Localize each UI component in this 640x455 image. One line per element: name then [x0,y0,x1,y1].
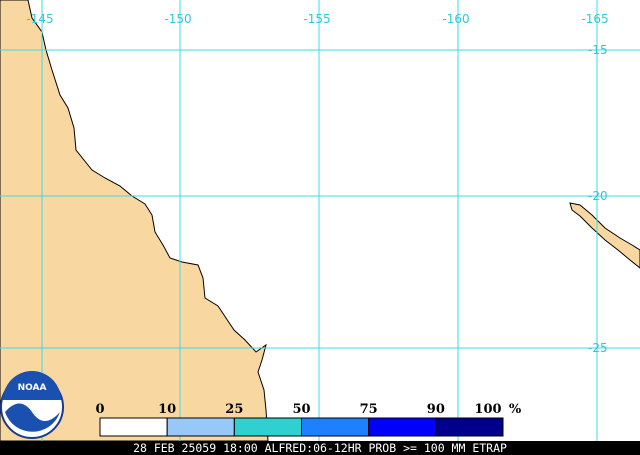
legend-swatch [99,417,168,437]
legend-label: 75 [360,402,378,417]
legend-label: 50 [292,402,310,417]
lat-label: -25 [588,341,608,355]
legend: 0 10 25 50 75 90 100 [95,402,504,437]
legend-label: 25 [225,402,243,417]
legend-swatch [301,417,370,437]
lat-label: -15 [588,43,608,57]
legend-swatch [233,417,302,437]
lon-label: -150 [164,12,191,26]
logo-text: NOAA [18,383,47,393]
lon-label: -160 [442,12,469,26]
legend-label: 0 [95,402,104,417]
legend-unit: % [509,402,522,417]
legend-swatch [435,417,504,437]
caption-bar [0,441,640,455]
lon-label: -155 [303,12,330,26]
graticule [0,0,640,441]
legend-swatch [368,417,437,437]
logo: NOAA [0,371,64,439]
land [0,0,269,442]
legend-label: 10 [158,402,176,417]
island [569,202,640,269]
lat-label: -20 [588,189,608,203]
legend-label: 100 [474,402,501,417]
legend-swatch [166,417,235,437]
legend-label: 90 [427,402,445,417]
caption: 28 FEB 25059 18:00 ALFRED:06-12HR PROB >… [133,441,507,455]
lon-label: -165 [581,12,608,26]
lon-label: -145 [26,12,53,26]
